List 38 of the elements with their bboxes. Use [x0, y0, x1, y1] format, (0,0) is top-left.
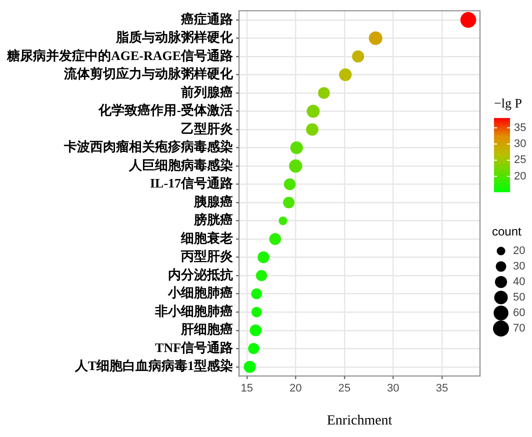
legend-label: 70: [513, 322, 526, 335]
y-tick-label: 非小细胞肺癌: [154, 303, 234, 318]
legend-label: 30: [513, 260, 526, 273]
color-bar-label: 25: [514, 154, 526, 166]
y-tick-label: IL-17信号通路: [150, 176, 234, 191]
y-tick-label: 胰腺癌: [193, 194, 234, 209]
y-tick-label: 人巨细胞病毒感染: [128, 157, 234, 172]
y-tick-label: 脂质与动脉粥样硬化: [115, 30, 234, 45]
legend-label: 20: [513, 245, 526, 258]
y-tick-label: 流体剪切应力与动脉粥样硬化: [63, 66, 234, 82]
y-tick-label: 前列腺癌: [180, 84, 234, 100]
y-tick-label: 卡波西肉瘤相关疱疹病毒感染: [63, 139, 234, 154]
y-tick-label: 膀胱癌: [193, 212, 234, 228]
legend-title: count: [492, 224, 522, 238]
legend-label: 50: [513, 292, 526, 304]
color-bar-title: −lg P: [494, 95, 522, 110]
x-tick-label: 20: [290, 382, 302, 395]
x-tick-label: 25: [338, 382, 351, 395]
y-tick-label: 细胞衰老: [180, 230, 234, 246]
color-bar-label: 20: [514, 170, 526, 182]
y-tick-label: 癌症通路: [180, 11, 234, 26]
legend-label: 40: [513, 276, 526, 288]
x-axis-title: Enrichment: [326, 413, 392, 428]
y-tick-label: 肝细胞癌: [180, 322, 234, 337]
y-tick-label: 乙型肝炎: [181, 120, 234, 136]
y-tick-label: 小细胞肺癌: [167, 285, 234, 300]
x-tick-label: 30: [387, 382, 400, 395]
x-tick-label: 35: [436, 382, 448, 395]
y-tick-label: 人T细胞白血病病毒1型感染: [74, 358, 234, 374]
color-bar-label: 35: [514, 122, 526, 134]
color-bar-label: 30: [514, 138, 526, 150]
x-tick-label: 15: [240, 382, 253, 395]
y-tick-label: TNF信号通路: [155, 340, 234, 355]
y-tick-label: 糖尿病并发症中的AGE-RAGE信号通路: [6, 48, 234, 63]
y-tick-label: 内分泌抵抗: [168, 266, 234, 282]
legend-label: 60: [513, 307, 526, 320]
y-tick-label: 丙型肝炎: [180, 248, 234, 264]
y-tick-label: 化学致癌作用-受体激活: [98, 102, 234, 118]
